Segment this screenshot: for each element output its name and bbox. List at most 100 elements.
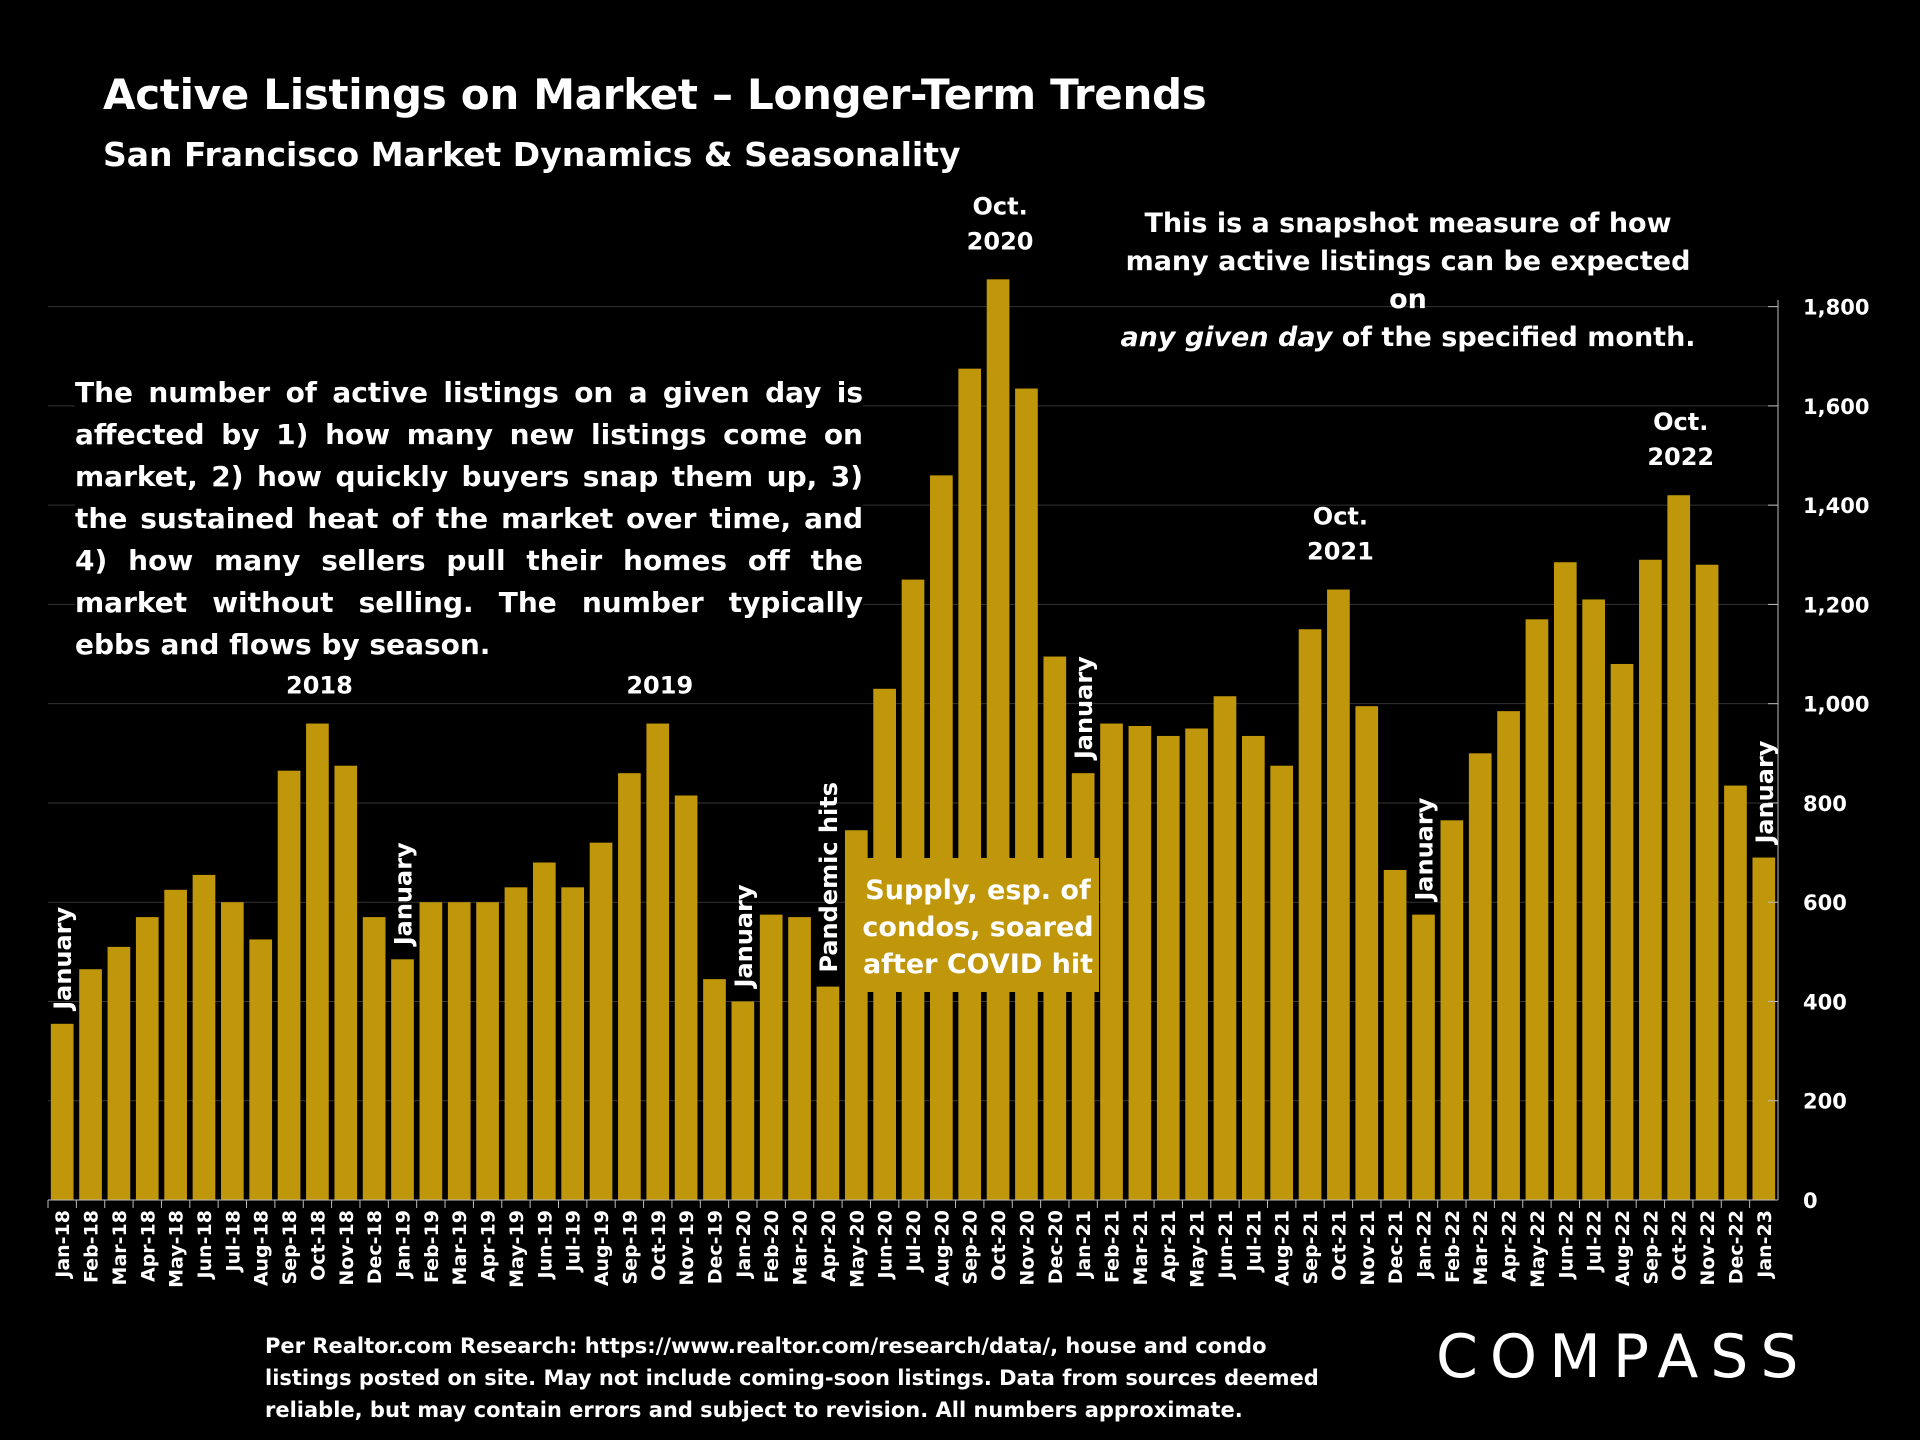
x-tick-label: Nov-19 <box>676 1210 698 1286</box>
x-tick-label: Jun-19 <box>534 1210 556 1280</box>
y-tick-label: 1,800 <box>1803 296 1869 320</box>
bar <box>1440 820 1464 1200</box>
x-tick-label: Dec-22 <box>1725 1210 1747 1284</box>
bar-annotation: January <box>49 906 77 1011</box>
bar <box>1695 564 1719 1200</box>
x-tick-label: Apr-19 <box>478 1210 500 1282</box>
bar <box>135 917 159 1200</box>
y-tick-label: 800 <box>1803 792 1847 816</box>
bar <box>589 842 613 1200</box>
bar <box>788 917 811 1200</box>
x-tick-label: Jan-19 <box>393 1210 415 1280</box>
bar <box>1412 914 1435 1200</box>
x-tick-label: Sep-18 <box>279 1210 301 1285</box>
y-tick-label: 1,000 <box>1803 693 1869 717</box>
x-tick-label: Jun-21 <box>1215 1210 1237 1280</box>
x-tick-label: Feb-20 <box>761 1210 783 1283</box>
x-axis: Jan-18 Feb-18 Mar-18 Apr-18 May-18 Jun-18 Jul-… <box>47 1199 1778 1288</box>
bar <box>221 902 244 1200</box>
covid-callout: Supply, esp. of condos, soared after COV… <box>857 858 1099 992</box>
bar <box>618 773 641 1200</box>
bar-annotation: January <box>1070 656 1098 761</box>
x-tick-label: Jul-20 <box>903 1210 925 1273</box>
bar <box>249 939 273 1200</box>
x-tick-label: Sep-19 <box>619 1210 641 1285</box>
bar <box>1610 663 1634 1200</box>
x-tick-label: Mar-20 <box>790 1210 812 1285</box>
bar <box>391 959 414 1200</box>
bar <box>1468 753 1492 1200</box>
bar <box>1270 765 1294 1200</box>
bar <box>1355 706 1379 1200</box>
snapshot-line-1: This is a snapshot measure of how <box>1144 208 1672 239</box>
x-tick-label: Jun-20 <box>875 1210 897 1280</box>
x-tick-label: Nov-20 <box>1016 1210 1038 1286</box>
bars <box>50 279 1776 1201</box>
bar <box>504 887 528 1200</box>
x-tick-label: Aug-18 <box>251 1210 273 1286</box>
bar <box>1128 726 1152 1200</box>
bar <box>703 979 726 1200</box>
bar-annotation: 2019 <box>626 672 693 700</box>
x-tick-label: Dec-19 <box>704 1210 726 1284</box>
source-note: Per Realtor.com Research: https://www.re… <box>265 1334 1319 1422</box>
x-tick-label: Dec-20 <box>1045 1210 1067 1284</box>
bar <box>958 368 982 1201</box>
x-tick-label: May-19 <box>506 1210 528 1288</box>
bar <box>646 723 670 1200</box>
x-tick-label: Feb-18 <box>81 1210 103 1283</box>
bar <box>1724 785 1747 1200</box>
x-tick-label: Jan-23 <box>1754 1210 1776 1280</box>
bar <box>362 917 386 1200</box>
x-tick-label: Sep-21 <box>1300 1210 1322 1285</box>
bar <box>816 986 840 1200</box>
bar-annotation: Oct. <box>972 192 1027 220</box>
x-tick-label: Apr-20 <box>818 1210 840 1282</box>
bar <box>1298 629 1322 1200</box>
x-tick-label: Jul-22 <box>1584 1210 1606 1273</box>
bar-annotation: 2021 <box>1307 538 1374 566</box>
explanation-text: The number of active listings on a given… <box>75 372 863 666</box>
bar <box>334 765 358 1200</box>
snapshot-note: This is a snapshot measure of how many a… <box>1118 205 1698 357</box>
y-tick-label: 200 <box>1803 1090 1847 1114</box>
x-tick-label: Oct-20 <box>988 1210 1010 1281</box>
bar <box>1525 619 1549 1200</box>
bar <box>1156 735 1180 1200</box>
bar-annotation: Pandemic hits <box>815 782 843 973</box>
bar <box>1752 857 1776 1200</box>
bar-annotation: 2020 <box>967 227 1034 255</box>
x-tick-label: Nov-22 <box>1697 1210 1719 1286</box>
snapshot-line-2: many active listings can be expected on <box>1125 246 1691 315</box>
x-tick-label: Sep-22 <box>1640 1210 1662 1285</box>
x-tick-label: Jan-21 <box>1073 1210 1095 1280</box>
bar <box>277 770 301 1200</box>
x-tick-label: Aug-21 <box>1272 1210 1294 1286</box>
x-tick-label: Oct-21 <box>1328 1210 1350 1281</box>
bar <box>164 889 187 1200</box>
bar-annotation: 2022 <box>1647 443 1714 471</box>
bar <box>1582 599 1605 1200</box>
bar <box>1497 711 1520 1200</box>
snapshot-line-3: of the specified month. <box>1332 322 1696 353</box>
bar-annotation: January <box>1751 740 1779 845</box>
x-tick-label: Sep-20 <box>960 1210 982 1285</box>
x-tick-label: Feb-22 <box>1442 1210 1464 1283</box>
bar <box>1667 495 1691 1200</box>
x-tick-label: Feb-19 <box>421 1210 443 1283</box>
x-tick-label: Jun-22 <box>1555 1210 1577 1280</box>
chart-subtitle: San Francisco Market Dynamics & Seasonal… <box>103 135 961 174</box>
bar <box>1553 562 1577 1200</box>
bar <box>1639 559 1662 1200</box>
y-tick-label: 600 <box>1803 891 1847 915</box>
x-tick-label: May-21 <box>1187 1210 1209 1288</box>
x-tick-label: Nov-21 <box>1357 1210 1379 1286</box>
x-tick-label: Apr-21 <box>1158 1210 1180 1282</box>
x-tick-label: May-22 <box>1527 1210 1549 1288</box>
x-tick-label: Apr-18 <box>137 1210 159 1282</box>
x-tick-label: Jan-20 <box>733 1210 755 1280</box>
x-tick-label: May-20 <box>846 1210 868 1288</box>
x-tick-label: Feb-21 <box>1102 1210 1124 1283</box>
bar <box>306 723 329 1200</box>
